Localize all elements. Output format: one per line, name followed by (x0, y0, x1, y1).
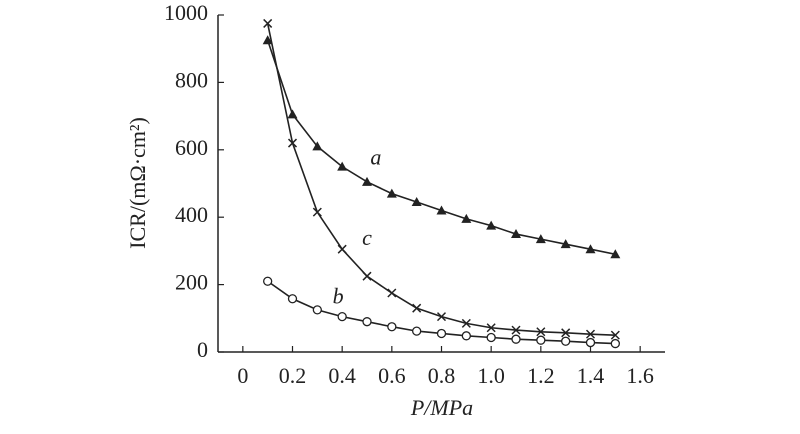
marker (287, 294, 298, 304)
marker (561, 328, 571, 338)
marker (412, 326, 422, 336)
x-tick-label: 1.6 (626, 363, 654, 388)
marker (511, 325, 521, 335)
marker (535, 234, 546, 244)
marker (386, 188, 397, 198)
y-tick-label: 1000 (164, 0, 208, 25)
marker (486, 323, 496, 333)
marker (312, 207, 322, 217)
marker (436, 205, 447, 215)
x-tick-label: 1.0 (477, 363, 505, 388)
marker (287, 109, 298, 119)
marker (585, 337, 596, 348)
marker (287, 138, 298, 148)
marker (610, 338, 620, 349)
marker (436, 312, 447, 322)
marker (585, 244, 596, 254)
series-label: a (370, 145, 381, 170)
marker (263, 276, 273, 286)
marker (337, 244, 347, 254)
marker (461, 331, 471, 341)
marker (560, 239, 571, 249)
series-label: b (333, 284, 344, 309)
marker (412, 303, 422, 313)
y-tick-label: 0 (197, 337, 208, 362)
x-tick-label: 1.4 (577, 363, 605, 388)
marker (362, 271, 372, 281)
marker (585, 329, 596, 339)
marker (511, 229, 521, 239)
marker (511, 334, 521, 344)
marker (312, 141, 323, 151)
marker (312, 305, 322, 315)
x-tick-label: 0.4 (328, 363, 356, 388)
marker (387, 288, 397, 298)
x-axis-label: P/MPa (410, 395, 473, 420)
marker (610, 330, 620, 340)
x-tick-label: 0 (237, 363, 248, 388)
series-line (266, 23, 616, 336)
y-tick-label: 600 (175, 135, 208, 160)
x-tick-label: 0.8 (428, 363, 456, 388)
x-tick-label: 0.6 (378, 363, 406, 388)
y-axis-label: ICR/(mΩ·cm²) (125, 117, 150, 249)
marker (561, 336, 571, 346)
y-tick-label: 800 (175, 67, 208, 92)
marker (362, 317, 372, 327)
marker (536, 327, 546, 337)
y-tick-label: 200 (175, 270, 208, 295)
x-tick-label: 1.2 (527, 363, 555, 388)
marker (486, 332, 496, 343)
marker (387, 322, 397, 332)
marker (436, 328, 447, 339)
marker (362, 176, 372, 186)
marker (337, 311, 347, 322)
marker (486, 220, 497, 230)
marker (536, 335, 546, 345)
marker (461, 213, 472, 223)
marker (610, 249, 621, 259)
y-tick-label: 400 (175, 202, 208, 227)
marker (411, 197, 422, 207)
x-tick-label: 0.2 (279, 363, 307, 388)
marker (262, 35, 273, 45)
marker (461, 318, 471, 328)
series-label: c (362, 225, 372, 250)
marker (263, 18, 273, 28)
marker (337, 161, 348, 171)
